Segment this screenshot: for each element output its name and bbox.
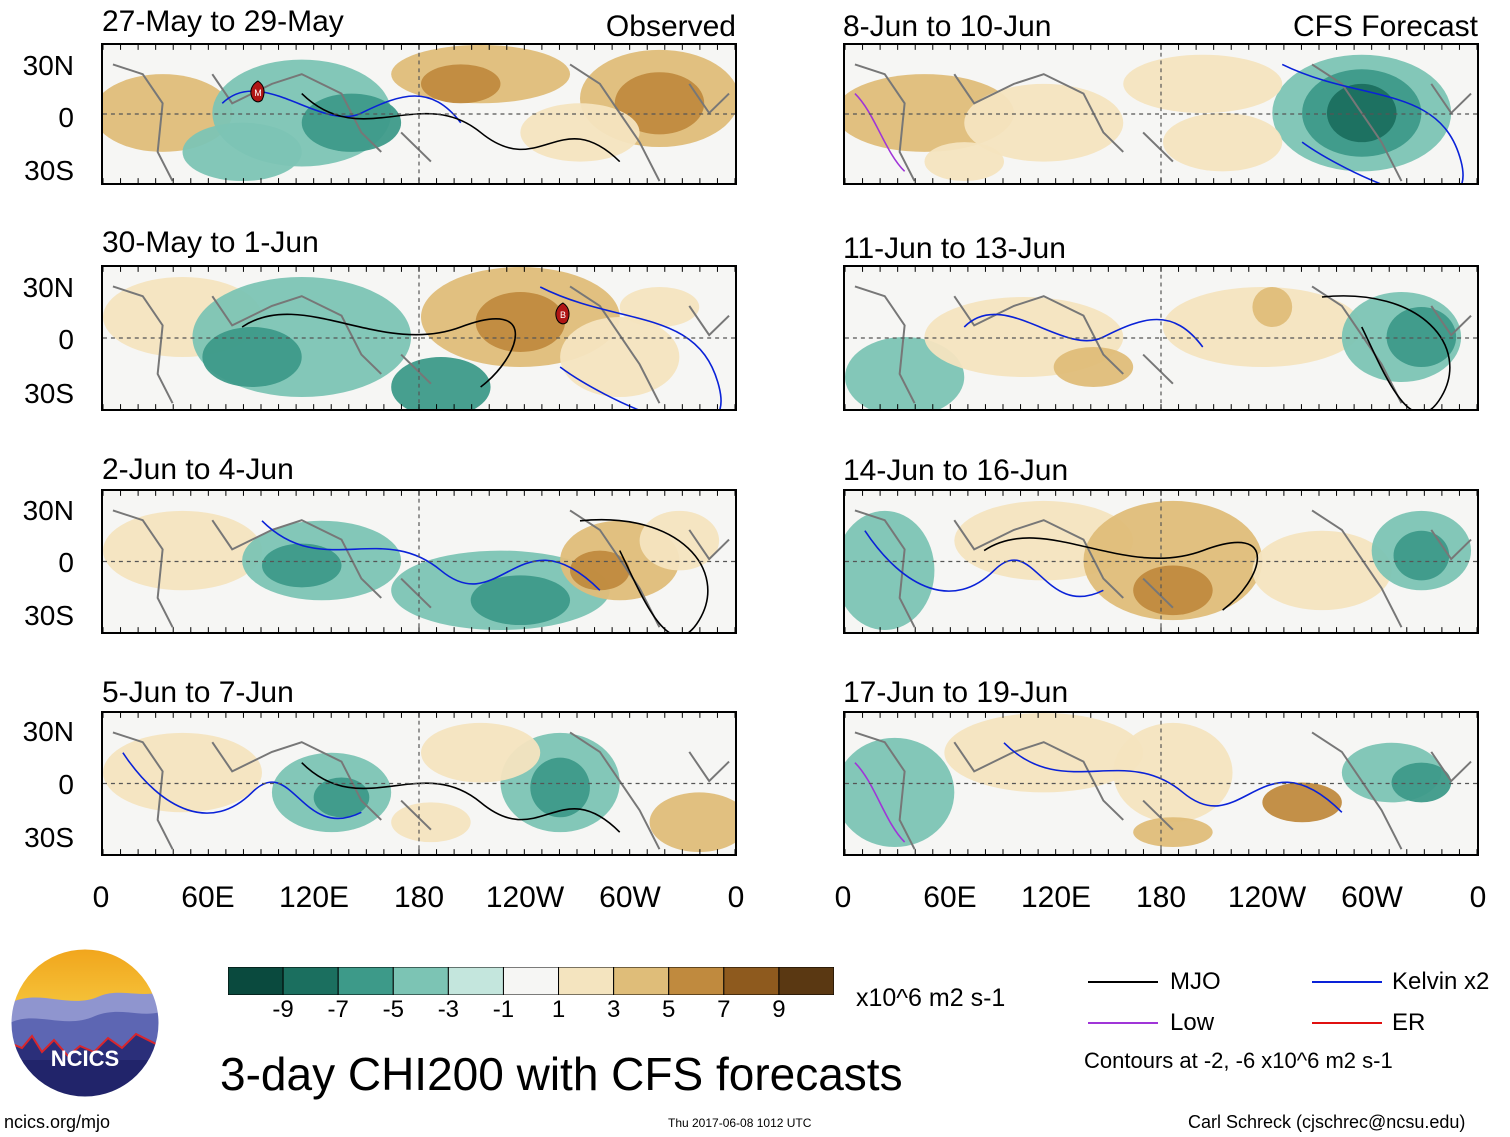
map-panel-5 xyxy=(843,43,1479,185)
colorbar-tick-label: 5 xyxy=(662,996,676,1023)
colorbar-tick-label: -9 xyxy=(272,996,294,1023)
legend-kelvin-label: Kelvin x2 xyxy=(1392,968,1490,995)
map-panel-1 xyxy=(101,43,737,185)
svg-text:NCICS: NCICS xyxy=(51,1046,119,1071)
colorbar-swatch xyxy=(337,967,394,995)
ncics-logo: NCICS xyxy=(10,948,160,1098)
lat-label-30n: 30N xyxy=(22,716,74,747)
legend-low-line xyxy=(1088,1022,1158,1024)
footer-url[interactable]: ncics.org/mjo xyxy=(4,1112,111,1132)
colorbar-tick-label: -7 xyxy=(327,996,349,1023)
panel-1-title: 27-May to 29-May xyxy=(102,5,344,38)
lat-label-0: 0 xyxy=(58,547,74,578)
lat-label-30n: 30N xyxy=(22,495,74,526)
lat-label-30s: 30S xyxy=(24,155,74,186)
lat-label-30n: 30N xyxy=(22,50,74,81)
colorbar-swatch xyxy=(723,967,780,995)
lon-label-60e: 60E xyxy=(181,881,235,914)
lon-label-120w: 120W xyxy=(485,881,565,914)
map-panel-4 xyxy=(101,711,737,856)
observed-header: Observed xyxy=(605,10,736,43)
map-panel-6 xyxy=(843,265,1479,411)
colorbar-swatch xyxy=(447,967,504,995)
lon-label-60w: 60W xyxy=(1341,881,1403,914)
lat-label-30s: 30S xyxy=(24,378,74,409)
figure-title: 3-day CHI200 with CFS forecasts xyxy=(220,1048,903,1100)
storm-marker-b: B xyxy=(555,302,570,325)
colorbar-swatch xyxy=(282,967,339,995)
map-panel-8 xyxy=(843,711,1479,856)
colorbar-tick-label: 9 xyxy=(772,996,786,1023)
lon-label-120e: 120E xyxy=(278,881,350,914)
colorbar-swatch xyxy=(558,967,615,995)
colorbar-units: x10^6 m2 s-1 xyxy=(856,984,1006,1012)
panel-7-title: 14-Jun to 16-Jun xyxy=(843,454,1069,487)
legend-low-label: Low xyxy=(1170,1009,1215,1036)
lat-label-0: 0 xyxy=(58,102,74,133)
lon-label-180: 180 xyxy=(393,881,445,914)
storm-marker-m: M xyxy=(250,80,265,103)
lat-label-0: 0 xyxy=(58,769,74,800)
panel-5-title: 8-Jun to 10-Jun xyxy=(843,10,1052,43)
colorbar-tick-label: -3 xyxy=(437,996,460,1023)
lat-label-30n: 30N xyxy=(22,272,74,303)
legend-kelvin-line xyxy=(1312,981,1382,983)
panel-8-title: 17-Jun to 19-Jun xyxy=(843,676,1069,709)
panel-3-title: 2-Jun to 4-Jun xyxy=(102,453,294,486)
lat-label-30s: 30S xyxy=(24,600,74,631)
forecast-header: CFS Forecast xyxy=(1292,10,1478,43)
colorbar-tick-label: 3 xyxy=(606,996,621,1023)
legend-note: Contours at -2, -6 x10^6 m2 s-1 xyxy=(1084,1048,1393,1073)
colorbar-swatch xyxy=(502,967,560,995)
colorbar-swatch xyxy=(778,967,834,995)
legend-mjo-label: MJO xyxy=(1170,968,1221,995)
colorbar-tick-label: -1 xyxy=(492,996,515,1023)
colorbar-tick-label: 1 xyxy=(551,996,566,1023)
colorbar-swatch xyxy=(668,967,725,995)
colorbar-swatch xyxy=(613,967,670,995)
lon-label-0e: 0 xyxy=(727,881,745,914)
legend-er-label: ER xyxy=(1392,1009,1426,1036)
lon-label-0: 0 xyxy=(834,881,852,914)
lon-label-180: 180 xyxy=(1135,881,1187,914)
footer-timestamp: Thu 2017-06-08 1012 UTC xyxy=(668,1116,812,1130)
map-panel-3 xyxy=(101,489,737,634)
svg-text:M: M xyxy=(254,88,262,98)
lon-label-60w: 60W xyxy=(599,881,661,914)
colorbar xyxy=(228,967,834,995)
lon-label-0: 0 xyxy=(92,881,110,914)
panel-2-title: 30-May to 1-Jun xyxy=(102,226,319,259)
map-panel-7 xyxy=(843,489,1479,634)
lon-label-120w: 120W xyxy=(1227,881,1307,914)
lat-label-30s: 30S xyxy=(24,822,74,853)
svg-text:B: B xyxy=(560,310,566,320)
lon-label-120e: 120E xyxy=(1020,881,1092,914)
lon-label-60e: 60E xyxy=(923,881,977,914)
lon-label-0e: 0 xyxy=(1469,881,1487,914)
legend-mjo-line xyxy=(1088,981,1158,983)
map-panel-2 xyxy=(101,265,737,411)
footer-author: Carl Schreck (cjschrec@ncsu.edu) xyxy=(1188,1112,1466,1132)
colorbar-tick-label: -5 xyxy=(382,996,404,1023)
lat-label-0: 0 xyxy=(58,324,74,355)
colorbar-swatch xyxy=(228,967,284,995)
panel-6-title: 11-Jun to 13-Jun xyxy=(843,232,1066,265)
colorbar-tick-label: 7 xyxy=(717,996,731,1023)
colorbar-swatch xyxy=(392,967,449,995)
legend-er-line xyxy=(1312,1022,1382,1024)
panel-4-title: 5-Jun to 7-Jun xyxy=(102,676,294,709)
